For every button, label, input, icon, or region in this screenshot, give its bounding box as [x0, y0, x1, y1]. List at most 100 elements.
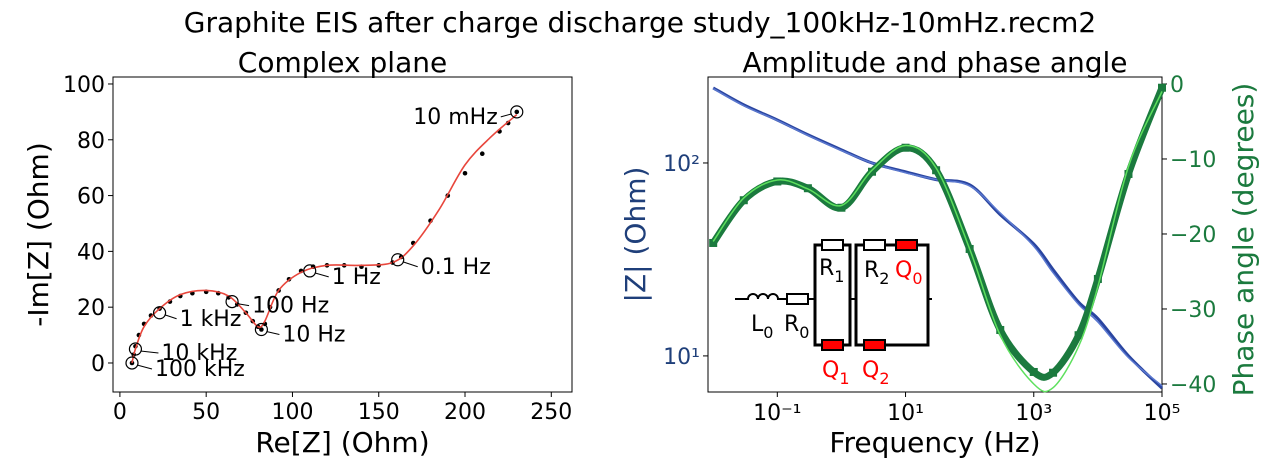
y2-tick-label: 0	[1170, 73, 1184, 98]
data-point	[1074, 331, 1083, 340]
annotation: 0.1 Hz	[421, 255, 491, 280]
label-sub: 0	[912, 269, 922, 288]
frequency-marker	[125, 356, 139, 370]
x-tick-label: 10³	[1015, 401, 1052, 426]
data-point	[709, 238, 718, 247]
x-tick-label: 250	[530, 400, 572, 425]
chart-title: Amplitude and phase angle	[742, 46, 1127, 79]
label-base: Q	[862, 358, 879, 383]
leader-line	[136, 364, 153, 370]
label-sub: 2	[879, 269, 889, 288]
label-base: R	[864, 258, 879, 283]
y-tick-label: 60	[77, 185, 105, 210]
label-sub: 1	[834, 267, 844, 286]
frequency-marker	[152, 306, 167, 320]
circuit-label: R0	[784, 312, 809, 342]
y-tick-label: 20	[77, 296, 105, 321]
cpe	[821, 339, 844, 351]
y2-tick-label: −10	[1170, 148, 1216, 173]
y2-tick-label: −30	[1170, 298, 1216, 323]
data-point	[514, 109, 520, 115]
leader-line	[236, 303, 250, 307]
label-sub: 0	[799, 323, 809, 342]
frequency-marker	[303, 264, 317, 278]
x-tick-label: 10⁻¹	[753, 401, 801, 426]
resistor	[786, 293, 809, 305]
annotation: 10 kHz	[161, 341, 237, 366]
leader-line	[140, 350, 159, 354]
frequency-marker	[128, 342, 143, 356]
data-point	[932, 166, 941, 175]
leader-line	[402, 261, 418, 268]
data-point	[739, 196, 748, 205]
y-tick-label: 10¹	[663, 345, 700, 370]
y-tick-label: 0	[91, 352, 105, 377]
x-tick-label: 10⁵	[1144, 401, 1181, 426]
cpe	[863, 339, 886, 351]
label-base: R	[819, 256, 834, 281]
label-base: Q	[822, 358, 839, 383]
annotation: 1 Hz	[332, 265, 381, 290]
data-point	[259, 327, 264, 332]
y-tick-label: 80	[77, 129, 105, 154]
circuit-label: R1	[819, 256, 844, 286]
label-sub: 0	[763, 323, 773, 342]
resistor	[821, 239, 844, 251]
x-axis-label: Frequency (Hz)	[829, 426, 1040, 459]
y-tick-label: 10²	[663, 152, 700, 177]
frequency-marker	[510, 105, 524, 119]
circuit-label: R2	[864, 258, 889, 288]
chart-title: Complex plane	[238, 46, 447, 79]
fit-line	[712, 91, 1163, 393]
x-tick-label: 150	[358, 400, 400, 425]
wire	[735, 293, 932, 300]
label-base: L	[751, 312, 764, 337]
data-point	[901, 143, 910, 152]
annotation: 1 kHz	[180, 307, 242, 332]
x-tick-label: 0	[113, 400, 127, 425]
data-line	[710, 86, 1166, 381]
leader-line	[500, 113, 512, 118]
plot-frame	[707, 76, 1163, 393]
annotation: 10 mHz	[413, 105, 498, 130]
annotation: 10 Hz	[282, 323, 345, 348]
x-tick-label: 10¹	[887, 401, 924, 426]
leader-line	[164, 314, 177, 320]
data-point	[462, 170, 468, 176]
cpe	[895, 239, 918, 251]
data-point	[1124, 169, 1133, 178]
y-axis-label: -Im[Z] (Ohm)	[22, 142, 55, 326]
x-tick-label: 200	[444, 400, 486, 425]
y-tick-label: 40	[77, 240, 105, 265]
data-point	[1029, 367, 1038, 376]
y-tick-label: 100	[63, 73, 105, 98]
frequency-marker	[254, 322, 268, 337]
data-point	[1158, 83, 1166, 92]
data-point	[996, 325, 1005, 334]
circuit-label: L0	[751, 312, 773, 342]
label-sub: 1	[839, 369, 849, 388]
leader-line	[266, 331, 280, 335]
y2-tick-label: −20	[1170, 223, 1216, 248]
figure-title: Graphite EIS after charge discharge stud…	[184, 6, 1096, 39]
label-base: Q	[895, 258, 912, 283]
leader-line	[314, 272, 329, 278]
data-point	[1093, 274, 1102, 283]
fit-line	[712, 87, 1163, 387]
data-line	[712, 86, 1164, 390]
data-point	[837, 203, 846, 212]
annotation: 100 Hz	[252, 294, 329, 319]
data-point	[773, 177, 782, 186]
data-point	[1049, 368, 1058, 377]
resistor	[863, 239, 886, 251]
data-point	[868, 167, 877, 176]
data-point	[479, 151, 485, 157]
x-tick-label: 100	[271, 400, 313, 425]
y-axis-label: |Z| (Ohm)	[619, 167, 652, 303]
frequency-marker	[391, 253, 405, 267]
x-tick-label: 50	[192, 400, 220, 425]
circuit-label: Q0	[895, 258, 923, 288]
data-point	[129, 360, 135, 366]
